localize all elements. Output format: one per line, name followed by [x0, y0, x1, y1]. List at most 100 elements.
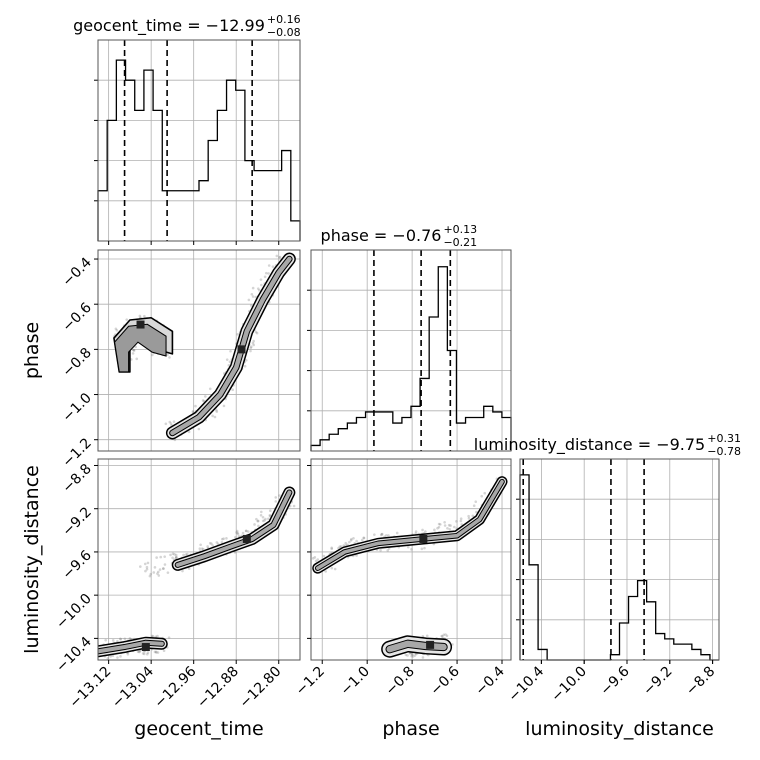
sample-point [311, 557, 315, 560]
panel-frame [97, 39, 301, 242]
sample-point [241, 531, 245, 535]
sample-point [404, 653, 408, 657]
sample-point [442, 633, 446, 637]
histogram-step [519, 474, 719, 661]
sample-point [211, 544, 214, 547]
sample-point [182, 553, 185, 557]
sample-point [199, 543, 202, 547]
sample-point [128, 637, 132, 640]
sample-point [324, 570, 327, 573]
x-tick-label-luminosity_distance: −9.6 [597, 663, 632, 698]
sample-point [222, 404, 226, 408]
sample-point [169, 553, 172, 557]
sample-point [271, 265, 275, 268]
sample-point [163, 555, 166, 558]
sample-point [255, 517, 258, 521]
sample-point [169, 422, 173, 425]
sample-point [201, 547, 205, 551]
panel-title-phase: phase = −0.76 [321, 226, 442, 245]
y-axis-label-phase: phase [21, 322, 43, 379]
sample-point [445, 634, 449, 638]
sample-point [421, 635, 425, 638]
density-peak [242, 534, 251, 543]
sample-point [139, 565, 142, 568]
x-tick-label-phase: −1.2 [293, 664, 328, 699]
sample-point [436, 526, 439, 530]
sample-point [171, 552, 175, 556]
sample-point [474, 500, 478, 504]
x-tick-label-geocent_time: −12.96 [152, 663, 200, 711]
sample-point [149, 572, 153, 576]
sample-point [255, 331, 259, 335]
x-tick-label-luminosity_distance: −10.4 [506, 663, 548, 705]
x-tick-label-geocent_time: −12.88 [194, 664, 242, 712]
sample-point [172, 420, 176, 423]
sample-point [423, 546, 426, 550]
sample-point [228, 360, 232, 364]
sample-point [385, 534, 388, 537]
sample-point [411, 653, 414, 656]
x-tick-label-geocent_time: −13.04 [109, 663, 157, 711]
density-peak [419, 534, 428, 543]
sample-point [234, 535, 237, 539]
sample-point [132, 348, 135, 352]
sample-point [191, 410, 195, 413]
sample-point [362, 536, 366, 540]
sample-point [152, 571, 156, 574]
sample-point [316, 558, 320, 561]
sample-point [259, 278, 263, 281]
sample-point [447, 523, 451, 527]
sample-point [135, 357, 139, 361]
density-peak [426, 640, 435, 649]
sample-point [244, 529, 248, 533]
sample-point [132, 348, 135, 352]
sample-point [213, 415, 217, 419]
sample-point [186, 552, 189, 556]
pair-panel-geocent_time-luminosity_distance [97, 458, 301, 661]
sample-point [245, 358, 248, 362]
sample-point [278, 256, 281, 259]
sample-point [145, 567, 149, 571]
sample-point [425, 634, 429, 638]
panel-frame [97, 249, 301, 452]
sample-point [274, 496, 278, 499]
sample-point [233, 551, 237, 554]
sample-point [459, 517, 463, 521]
sample-point [156, 572, 159, 575]
sample-point [119, 637, 123, 641]
sample-point [251, 286, 255, 290]
x-tick-label-geocent_time: −12.80 [237, 664, 285, 712]
sample-point [250, 292, 254, 296]
sample-point [143, 562, 147, 566]
sample-point [197, 427, 201, 431]
sample-point [168, 420, 172, 424]
sample-point [349, 539, 353, 542]
x-tick-label-luminosity_distance: −10.0 [548, 664, 590, 706]
y-tick-label-luminosity_distance: −9.2 [59, 504, 94, 539]
x-tick-label-geocent_time: −13.12 [67, 664, 115, 712]
sample-point [145, 565, 149, 569]
sample-point [138, 650, 142, 653]
sample-point [244, 529, 248, 533]
sample-point [471, 514, 475, 518]
sample-point [146, 561, 150, 565]
sample-point [134, 345, 137, 349]
sample-point [156, 634, 159, 638]
sample-point [174, 553, 178, 557]
sample-point [236, 531, 239, 535]
sample-point [344, 541, 348, 545]
sample-point [274, 500, 278, 503]
sample-point [166, 571, 170, 574]
sample-point [150, 634, 154, 638]
sample-point [455, 520, 458, 523]
y-tick-label-luminosity_distance: −10.0 [53, 591, 95, 633]
sample-point [408, 652, 412, 655]
x-tick-label-luminosity_distance: −9.2 [640, 664, 675, 699]
sample-point [163, 563, 167, 566]
sample-point [333, 567, 337, 571]
sample-point [174, 556, 178, 560]
sample-point [156, 570, 160, 574]
sample-point [413, 654, 417, 657]
sample-point [142, 652, 146, 656]
sample-point [194, 404, 197, 408]
